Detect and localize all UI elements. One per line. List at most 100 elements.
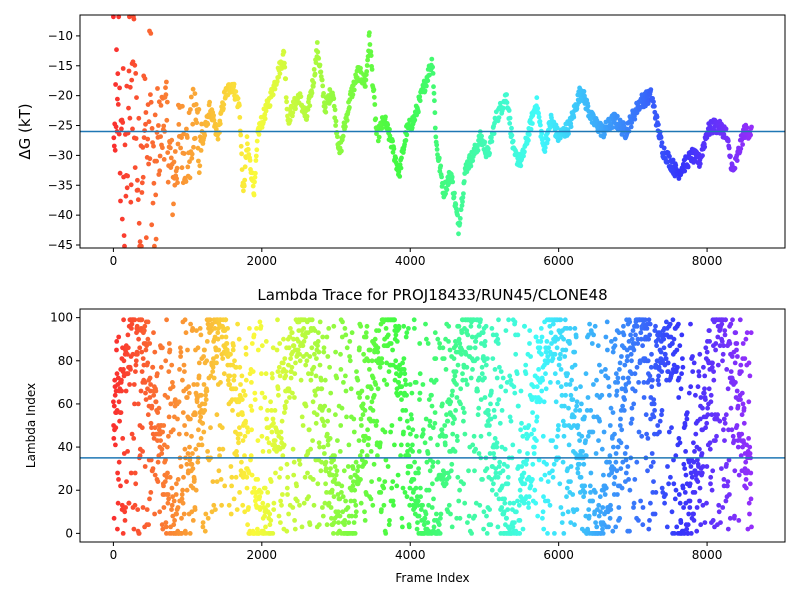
lambda-point [596,438,601,443]
lambda-point [655,377,661,383]
delta-g-point [284,99,289,105]
lambda-point [605,347,610,353]
lambda-point [681,505,686,510]
lambda-point [400,360,405,366]
lambda-point [493,470,499,476]
lambda-point [534,384,540,390]
lambda-point [659,412,664,418]
delta-g-point [310,84,316,89]
lambda-point [339,483,345,489]
lambda-point [165,395,171,400]
lambda-point [697,498,702,504]
delta-g-point [156,99,162,105]
lambda-point [390,479,396,484]
lambda-point [402,377,408,383]
lambda-point [192,477,197,482]
lambda-point [523,362,529,368]
delta-g-point [192,91,198,96]
lambda-point [237,364,243,370]
lambda-point [514,371,520,377]
lambda-point [591,332,596,338]
lambda-point [597,362,602,368]
lambda-point [735,354,740,359]
delta-g-point [156,172,162,177]
lambda-point [567,382,573,387]
lambda-point [301,500,307,506]
lambda-point [225,326,231,331]
lambda-point [273,470,278,476]
delta-g-point [128,182,134,188]
lambda-point [267,511,273,517]
delta-g-point [367,42,373,47]
lambda-point [116,477,121,482]
lambda-point [632,388,638,394]
delta-g-point [198,148,204,153]
lambda-point [495,474,501,480]
lambda-point [544,339,550,344]
lambda-point [240,438,246,443]
lambda-point [631,401,637,407]
lambda-point [530,477,535,482]
lambda-point [695,384,701,390]
lambda-point [315,343,320,349]
lambda-point [239,459,244,465]
delta-g-point [147,156,153,162]
delta-g-point [164,117,170,123]
lambda-point [623,470,629,476]
lambda-point [214,412,220,418]
delta-g-point [568,124,574,130]
lambda-point [249,472,255,478]
lambda-point [634,364,640,370]
lambda-point [538,326,544,331]
lambda-point [111,403,117,409]
delta-g-point [282,64,288,70]
lambda-point [437,531,443,536]
lambda-point [281,442,287,448]
lambda-point [430,425,436,431]
lambda-point [166,414,172,420]
lambda-point [448,511,453,517]
delta-g-point [119,216,125,222]
lambda-point [399,384,405,390]
lambda-point [747,451,753,456]
lambda-point [597,494,603,500]
lambda-point [674,347,680,353]
lambda-point [472,468,477,474]
lambda-point [430,481,435,487]
delta-g-point [141,135,147,141]
lambda-point [505,474,511,480]
delta-g-point [237,115,243,120]
lambda-point [287,334,293,340]
lambda-point [177,367,182,372]
delta-g-point [196,107,202,112]
lambda-point [205,515,211,521]
delta-g-point [434,142,440,148]
lambda-point [492,414,498,420]
lambda-point [363,459,368,465]
lambda-point [464,382,470,387]
delta-g-point [374,131,379,137]
lambda-point [351,416,357,422]
lambda-point [686,390,692,396]
lambda-point [382,479,388,484]
lambda-point [343,332,349,338]
lambda-point [128,470,134,476]
lambda-point [161,483,166,489]
lambda-point [534,414,540,420]
lambda-point [114,339,120,344]
lambda-point [330,472,335,478]
lambda-point [302,474,308,480]
lambda-point [458,386,464,392]
delta-g-point [367,30,372,36]
delta-g-point [485,146,491,152]
delta-g-point [145,136,151,142]
lambda-point [715,362,721,368]
lambda-point [572,349,578,355]
lambda-point [196,373,202,379]
lambda-point [139,317,145,323]
delta-g-point [468,163,474,169]
lambda-point [423,511,429,517]
lambda-point [416,513,422,519]
lambda-point [564,494,569,500]
lambda-point [684,416,690,422]
